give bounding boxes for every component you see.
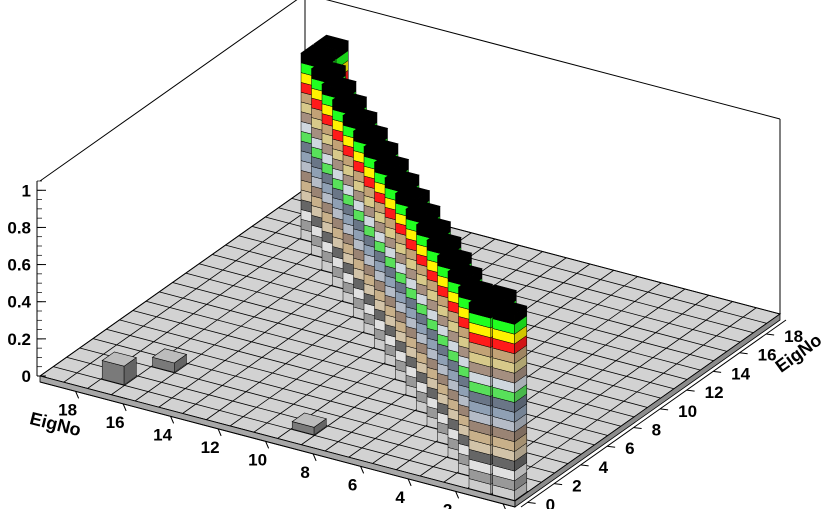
y-tick — [607, 445, 616, 448]
floor-edge — [514, 313, 781, 508]
y-tick-label: 0 — [546, 495, 555, 509]
x-tick-label: 4 — [395, 488, 405, 507]
x-tick — [75, 391, 80, 399]
x-tick — [502, 503, 506, 509]
x-tick-label: 10 — [248, 450, 267, 469]
x-axis-line — [39, 381, 516, 508]
frame-edge — [39, 0, 781, 182]
y-tick — [660, 408, 669, 411]
y-tick-label: 12 — [705, 383, 724, 402]
y-tick — [554, 483, 563, 486]
x-tick-label: 14 — [153, 425, 172, 444]
bar-top — [405, 200, 441, 216]
bar-top — [468, 293, 504, 309]
x-tick-label: 8 — [300, 463, 309, 482]
bar-top — [363, 137, 399, 153]
axes: 00.20.40.60.81024681012141618EigNo024681… — [7, 180, 825, 509]
x-tick-label: 2 — [443, 500, 452, 509]
bar-top — [352, 122, 389, 138]
x-tick-label: 16 — [106, 413, 125, 432]
x-tick-label: 6 — [348, 475, 357, 494]
y-tick — [739, 352, 748, 355]
bar-top — [101, 351, 138, 367]
grid-line — [39, 188, 306, 377]
bar-top — [321, 75, 357, 91]
z-tick-label: 0.4 — [7, 293, 31, 312]
data-bar — [151, 348, 188, 373]
data-bars — [101, 34, 528, 501]
bar-top — [342, 106, 378, 122]
bar-top — [426, 231, 462, 247]
y-tick-label: 6 — [625, 439, 634, 458]
x-tick — [170, 416, 175, 424]
data-bar — [101, 351, 138, 386]
bar-top — [300, 44, 336, 60]
bar-top — [151, 348, 188, 364]
x-tick-label: 18 — [58, 400, 77, 419]
bar-top — [313, 34, 349, 50]
x-tick — [122, 403, 127, 412]
bar-top — [331, 90, 368, 106]
y-tick — [766, 333, 775, 336]
x-tick — [312, 453, 317, 462]
grid-line — [63, 194, 329, 383]
bar-top — [447, 262, 483, 278]
bar-top — [384, 168, 420, 184]
y-tick-label: 4 — [599, 458, 609, 477]
bar-top — [373, 153, 410, 169]
x-tick — [407, 478, 412, 487]
bar-top — [481, 284, 517, 300]
x-tick — [265, 441, 270, 449]
y-tick-label: 16 — [758, 346, 777, 365]
z-tick-label: 0 — [22, 367, 31, 386]
bar-top — [436, 246, 473, 262]
z-tick-label: 0.6 — [7, 256, 31, 275]
x-tick — [217, 428, 222, 437]
x-tick — [360, 466, 365, 474]
bar-top — [457, 278, 494, 294]
y-tick-label: 2 — [572, 477, 581, 496]
bar-top — [310, 59, 347, 75]
bar-top — [291, 412, 328, 428]
x-tick — [455, 491, 460, 499]
bar-top — [415, 215, 452, 231]
y-axis-line — [520, 319, 787, 508]
z-tick-label: 1 — [22, 181, 31, 200]
y-tick-label: 10 — [678, 402, 697, 421]
data-bar — [291, 412, 328, 436]
y-tick-label: 18 — [784, 327, 803, 346]
y-tick-label: 8 — [652, 421, 661, 440]
z-tick-label: 0.8 — [7, 218, 31, 237]
y-tick — [686, 389, 695, 392]
data-bar — [492, 299, 528, 501]
z-tick-label: 0.2 — [7, 330, 31, 349]
x-tick-label: 12 — [201, 438, 220, 457]
y-tick — [633, 427, 642, 430]
bar-top — [394, 184, 431, 200]
y-tick — [527, 501, 536, 504]
bar-top — [492, 299, 528, 316]
y-tick — [713, 370, 722, 373]
y-tick-label: 14 — [731, 364, 750, 383]
y-tick — [580, 464, 589, 467]
